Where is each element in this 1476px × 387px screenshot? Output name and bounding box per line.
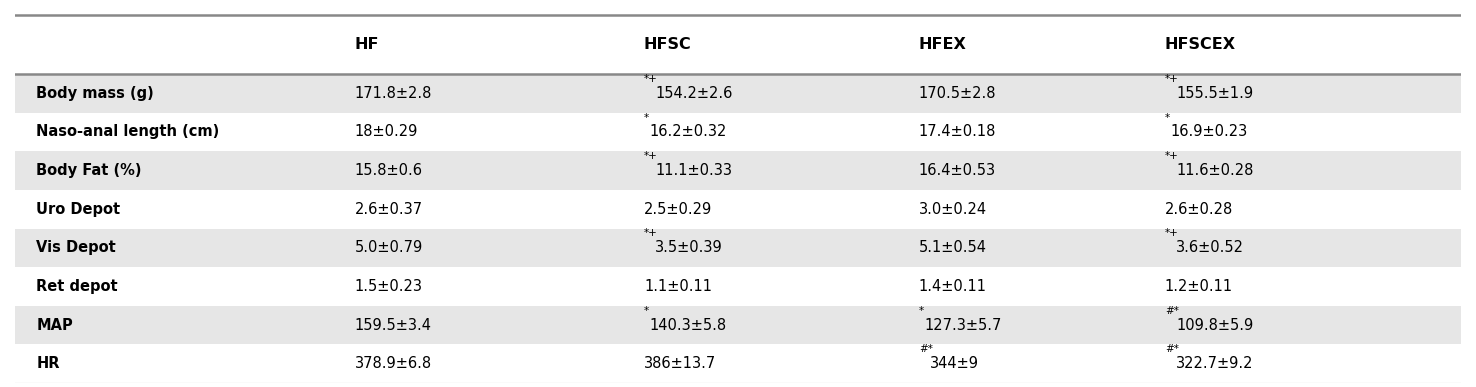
Text: Vis Depot: Vis Depot xyxy=(37,240,117,255)
Text: 5.0±0.79: 5.0±0.79 xyxy=(354,240,424,255)
Text: 11.6±0.28: 11.6±0.28 xyxy=(1176,163,1253,178)
Bar xyxy=(15,151,1461,190)
Text: HF: HF xyxy=(354,37,379,52)
Text: #*: #* xyxy=(918,344,933,354)
Text: Body Fat (%): Body Fat (%) xyxy=(37,163,142,178)
Text: *+: *+ xyxy=(644,74,658,84)
Text: #*: #* xyxy=(1165,306,1179,316)
Text: 140.3±5.8: 140.3±5.8 xyxy=(649,318,726,333)
Text: #*: #* xyxy=(1165,344,1179,354)
Text: 2.5±0.29: 2.5±0.29 xyxy=(644,202,713,217)
Text: 109.8±5.9: 109.8±5.9 xyxy=(1176,318,1253,333)
Text: *: * xyxy=(1165,113,1170,123)
Text: MAP: MAP xyxy=(37,318,74,333)
Text: 171.8±2.8: 171.8±2.8 xyxy=(354,86,432,101)
Text: 170.5±2.8: 170.5±2.8 xyxy=(918,86,996,101)
Text: *: * xyxy=(644,113,649,123)
Text: 16.9±0.23: 16.9±0.23 xyxy=(1170,125,1247,139)
Text: 17.4±0.18: 17.4±0.18 xyxy=(918,125,996,139)
Text: HFSCEX: HFSCEX xyxy=(1165,37,1235,52)
Text: *+: *+ xyxy=(1165,74,1178,84)
Text: HR: HR xyxy=(37,356,61,371)
Text: 1.5±0.23: 1.5±0.23 xyxy=(354,279,422,294)
Text: 378.9±6.8: 378.9±6.8 xyxy=(354,356,432,371)
Text: 386±13.7: 386±13.7 xyxy=(644,356,716,371)
Text: 5.1±0.54: 5.1±0.54 xyxy=(918,240,987,255)
Text: 2.6±0.28: 2.6±0.28 xyxy=(1165,202,1232,217)
Text: Uro Depot: Uro Depot xyxy=(37,202,121,217)
Text: HFEX: HFEX xyxy=(918,37,967,52)
Text: *: * xyxy=(644,306,649,316)
Text: 1.1±0.11: 1.1±0.11 xyxy=(644,279,711,294)
Text: 1.4±0.11: 1.4±0.11 xyxy=(918,279,987,294)
Text: *+: *+ xyxy=(1165,151,1178,161)
Text: *+: *+ xyxy=(644,151,658,161)
Text: Ret depot: Ret depot xyxy=(37,279,118,294)
Text: 16.2±0.32: 16.2±0.32 xyxy=(649,125,728,139)
Text: 3.5±0.39: 3.5±0.39 xyxy=(655,240,723,255)
Text: 127.3±5.7: 127.3±5.7 xyxy=(924,318,1002,333)
Text: 159.5±3.4: 159.5±3.4 xyxy=(354,318,431,333)
Bar xyxy=(15,74,1461,113)
Text: Naso-anal length (cm): Naso-anal length (cm) xyxy=(37,125,220,139)
Text: 155.5±1.9: 155.5±1.9 xyxy=(1176,86,1253,101)
Text: *: * xyxy=(918,306,924,316)
Text: HFSC: HFSC xyxy=(644,37,692,52)
Text: 2.6±0.37: 2.6±0.37 xyxy=(354,202,422,217)
Text: 322.7±9.2: 322.7±9.2 xyxy=(1176,356,1253,371)
Text: 154.2±2.6: 154.2±2.6 xyxy=(655,86,732,101)
Text: 15.8±0.6: 15.8±0.6 xyxy=(354,163,422,178)
Bar xyxy=(15,306,1461,344)
Text: *+: *+ xyxy=(1165,228,1178,238)
Bar xyxy=(15,229,1461,267)
Text: 1.2±0.11: 1.2±0.11 xyxy=(1165,279,1232,294)
Text: *+: *+ xyxy=(644,228,658,238)
Text: 344±9: 344±9 xyxy=(930,356,979,371)
Text: 18±0.29: 18±0.29 xyxy=(354,125,418,139)
Text: 3.6±0.52: 3.6±0.52 xyxy=(1176,240,1244,255)
Text: 11.1±0.33: 11.1±0.33 xyxy=(655,163,732,178)
Text: 16.4±0.53: 16.4±0.53 xyxy=(918,163,996,178)
Text: 3.0±0.24: 3.0±0.24 xyxy=(918,202,987,217)
Text: Body mass (g): Body mass (g) xyxy=(37,86,154,101)
